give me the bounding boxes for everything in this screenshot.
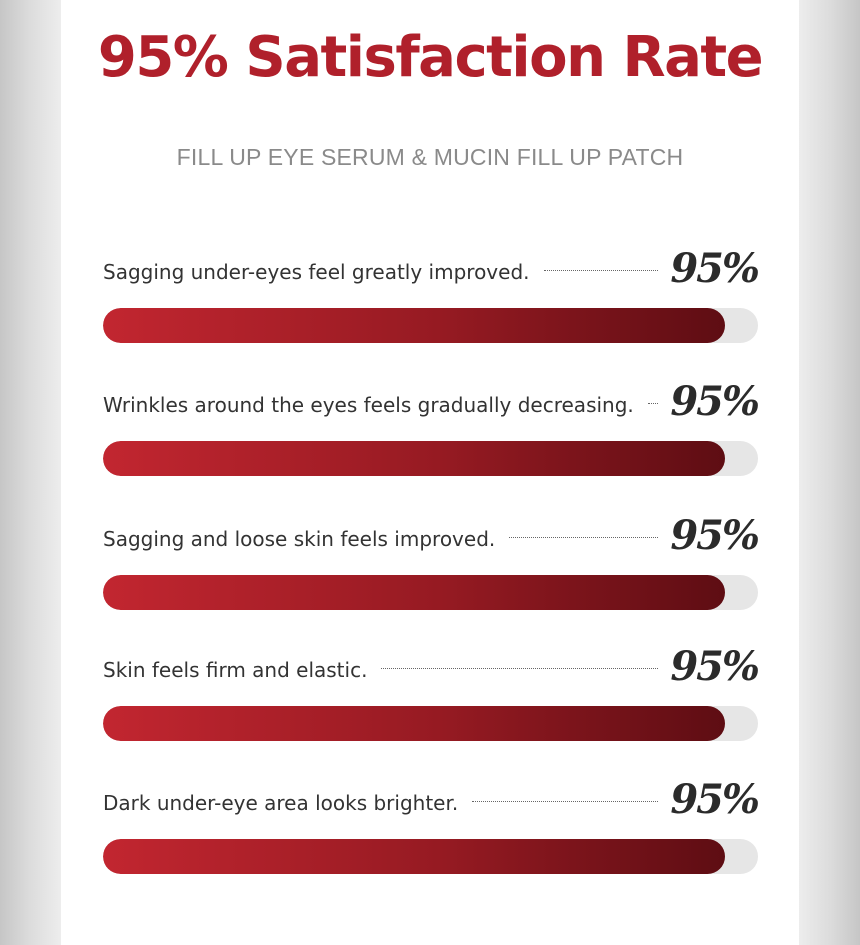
result-value: 95%: [670, 245, 760, 292]
bar-track: [103, 441, 758, 476]
result-label: Sagging and loose skin feels improved.: [103, 527, 496, 551]
bar-fill: [103, 839, 726, 874]
result-row: Sagging and loose skin feels improved. 9…: [103, 512, 760, 623]
result-row: Sagging under-eyes feel greatly improved…: [103, 245, 760, 356]
result-label: Sagging under-eyes feel greatly improved…: [103, 260, 530, 284]
result-row: Dark under-eye area looks brighter. 95%: [103, 776, 760, 887]
result-row: Skin feels firm and elastic. 95%: [103, 643, 760, 754]
survey-card: 95% Satisfaction Rate FILL UP EYE SERUM …: [61, 0, 799, 945]
bar-fill: [103, 706, 726, 741]
result-label: Wrinkles around the eyes feels gradually…: [103, 393, 634, 417]
bar-track: [103, 575, 758, 610]
result-label: Skin feels firm and elastic.: [103, 658, 368, 682]
bar-track: [103, 308, 758, 343]
result-value: 95%: [670, 643, 760, 690]
leader-dots: [544, 270, 658, 271]
bar-fill: [103, 441, 726, 476]
result-value: 95%: [670, 512, 760, 559]
result-row: Wrinkles around the eyes feels gradually…: [103, 378, 760, 489]
leader-dots: [472, 801, 658, 802]
leader-dots: [648, 403, 658, 404]
leader-dots: [509, 537, 658, 538]
bar-fill: [103, 575, 726, 610]
result-value: 95%: [670, 378, 760, 425]
leader-dots: [381, 668, 658, 669]
result-value: 95%: [670, 776, 760, 823]
bar-track: [103, 706, 758, 741]
bar-fill: [103, 308, 726, 343]
bar-track: [103, 839, 758, 874]
page-title: 95% Satisfaction Rate: [97, 25, 764, 90]
result-label: Dark under-eye area looks brighter.: [103, 791, 459, 815]
product-subtitle: FILL UP EYE SERUM & MUCIN FILL UP PATCH: [176, 144, 684, 170]
